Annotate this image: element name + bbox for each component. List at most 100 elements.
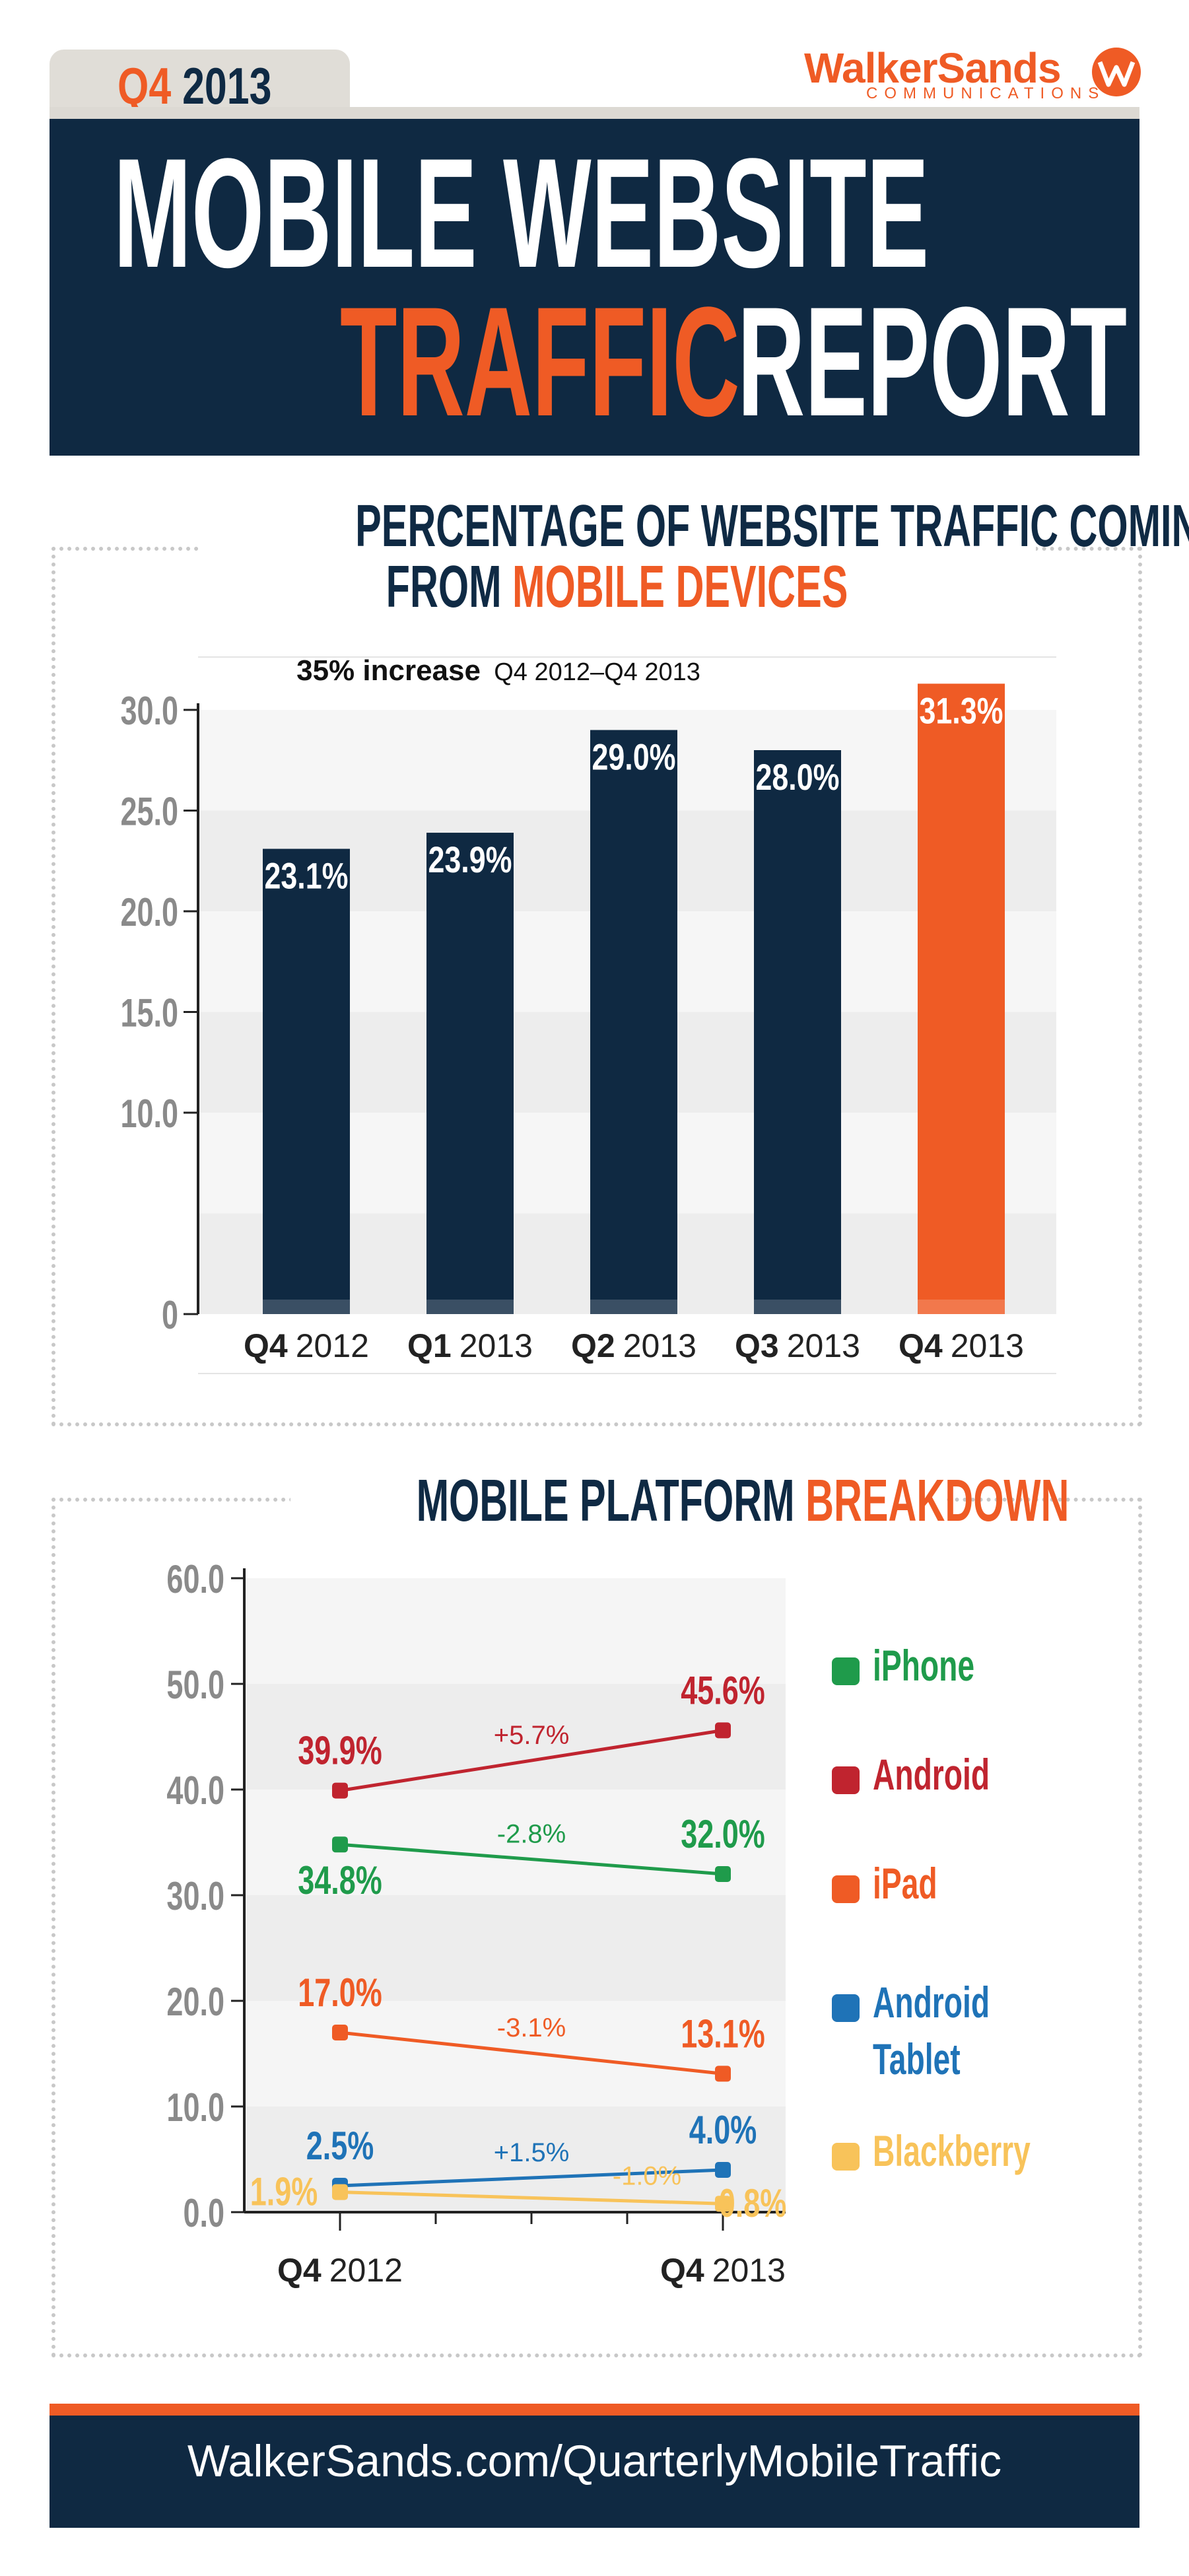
series-value-label: 0.8% [719, 2182, 787, 2226]
series-change-label: +1.5% [494, 2138, 570, 2167]
x-category-quarter: Q4 [244, 1327, 288, 1364]
series-iphone: 34.8% 32.0% -2.8% [298, 1813, 765, 1903]
bar-value-label: 23.9% [428, 839, 512, 880]
platform-legend: iPhone Android iPad Android Tablet Blackberry [832, 1638, 1109, 2232]
legend-label: Blackberry [873, 2126, 1031, 2175]
series-line [339, 2168, 724, 2188]
line-chart-series: 34.8% 32.0% -2.8% 39.9% 45.6% +5.7% 17.0% 13.1%… [250, 1669, 787, 2226]
y-tick-label: 0.0 [183, 2192, 224, 2236]
series-value-label: 39.9% [298, 1729, 382, 1773]
bar-value-label: 31.3% [919, 690, 1003, 732]
x-category-quarter: Q3 [735, 1327, 779, 1364]
quarter-tab [50, 50, 350, 116]
series-point [715, 2066, 731, 2082]
brand-mark-icon [1092, 48, 1141, 96]
x-category-year: 2013 [787, 1327, 860, 1364]
traffic-title-line-1: PERCENTAGE OF WEBSITE TRAFFIC COMING [355, 493, 1189, 559]
y-tick-label: 0 [162, 1294, 178, 1338]
annotation-bold: 35% increase [296, 654, 481, 687]
series-value-label: 4.0% [689, 2108, 757, 2153]
footer-bar [50, 2416, 1139, 2528]
series-value-label: 13.1% [681, 2012, 765, 2056]
bar [754, 750, 841, 1314]
series-point [715, 1866, 731, 1882]
bar-chart-axis: 0 10.0 15.0 20.0 25.0 30.0 [120, 689, 199, 1338]
series-line [339, 1842, 724, 1876]
legend-swatch [832, 1994, 860, 2022]
x-category-label: Q2 2013 [571, 1327, 696, 1364]
grid-band [244, 1578, 786, 1684]
x-category-year: 2013 [623, 1327, 696, 1364]
y-tick-label: 30.0 [166, 1875, 224, 1919]
y-tick-label: 20.0 [120, 891, 178, 935]
series-value-label: 1.9% [250, 2170, 318, 2214]
bar-base-shade [918, 1300, 1005, 1314]
x-category-label: Q4 2013 [660, 2252, 786, 2289]
legend-swatch [832, 1766, 860, 1794]
legend-swatch [832, 1875, 860, 1903]
title-highlight: TRAFFIC [340, 275, 740, 449]
legend-item-iphone: iPhone [832, 1638, 1109, 1757]
line-chart-axis: 0.010.020.030.040.050.060.0Q4 2012 Q4 2013 [166, 1558, 786, 2289]
bar-value-label: 29.0% [592, 736, 675, 778]
series-change-label: +5.7% [494, 1721, 570, 1750]
brand-logo-text: WalkerSands [804, 44, 1062, 92]
platform-line-chart: 0.010.020.030.040.050.060.0Q4 2012 Q4 2013 … [166, 1558, 787, 2289]
series-point [715, 2196, 731, 2212]
platform-title-prefix: MOBILE PLATFORM [416, 1468, 806, 1534]
grid-band [244, 1684, 786, 1790]
y-tick-label: 50.0 [166, 1663, 224, 1708]
x-category-label: Q4 2012 [244, 1327, 369, 1364]
series-point [715, 1722, 731, 1739]
series-point [332, 1782, 348, 1799]
series-value-label: 2.5% [306, 2124, 374, 2169]
legend-item-android-tablet: Android Tablet [832, 1974, 1109, 2093]
title-banner [50, 119, 1139, 456]
y-tick-label: 10.0 [166, 2086, 224, 2130]
legend-item-android: Android [832, 1747, 1109, 1865]
bar-base-shade [590, 1300, 677, 1314]
x-category-quarter: Q4 [277, 2252, 322, 2289]
x-category-year: 2013 [712, 2252, 786, 2289]
legend-swatch [832, 2143, 860, 2171]
bar [590, 730, 677, 1314]
traffic-bar-chart: 010.015.020.025.030.0 23.1%Q4 201223.9%Q1… [120, 654, 1056, 1374]
grid-band [244, 2001, 786, 2106]
bar-base-shade [754, 1300, 841, 1314]
footer-url-link[interactable]: WalkerSands.com/QuarterlyMobileTraffic [187, 2436, 1002, 2486]
x-category-label: Q4 2013 [899, 1327, 1024, 1364]
legend-label: iPhone [873, 1641, 975, 1690]
platform-chart-title: MOBILE PLATFORM BREAKDOWN [290, 1467, 1069, 1540]
x-category-year: 2012 [296, 1327, 369, 1364]
bar-base-shade [263, 1300, 350, 1314]
series-blackberry: 1.9% 0.8% -1.0% [250, 2161, 787, 2225]
legend-item-blackberry: Blackberry [832, 2123, 1109, 2242]
series-change-label: -2.8% [497, 1820, 566, 1849]
y-tick-label: 25.0 [120, 790, 178, 834]
y-tick-label: 20.0 [166, 1980, 224, 2025]
bar [426, 833, 514, 1314]
increase-annotation: 35% increase Q4 2012–Q4 2013 [296, 654, 700, 687]
x-category-quarter: Q4 [899, 1327, 943, 1364]
line-chart-background [244, 1578, 786, 2212]
traffic-title-prefix: FROM [386, 553, 513, 620]
traffic-title-line-2: FROM MOBILE DEVICES [355, 557, 879, 618]
legend-label: Android [873, 1750, 990, 1799]
y-tick-label: 40.0 [166, 1769, 224, 1813]
y-tick-label: 60.0 [166, 1558, 224, 1602]
footer-stripe [50, 2404, 1139, 2416]
series-value-label: 34.8% [298, 1859, 382, 1903]
bar [918, 683, 1005, 1314]
x-category-quarter: Q2 [571, 1327, 615, 1364]
x-category-quarter: Q4 [660, 2252, 704, 2289]
quarter-label: Q4 2013 [118, 56, 271, 116]
grid-band [244, 1895, 786, 2001]
y-tick-label: 10.0 [120, 1092, 178, 1136]
title-end: REPORT [737, 275, 1128, 449]
annotation-rest: Q4 2012–Q4 2013 [494, 658, 700, 686]
legend-swatch [832, 1657, 860, 1685]
series-line [339, 2031, 724, 2075]
x-category-label: Q4 2012 [277, 2252, 403, 2289]
legend-item-ipad: iPad [832, 1856, 1109, 1974]
